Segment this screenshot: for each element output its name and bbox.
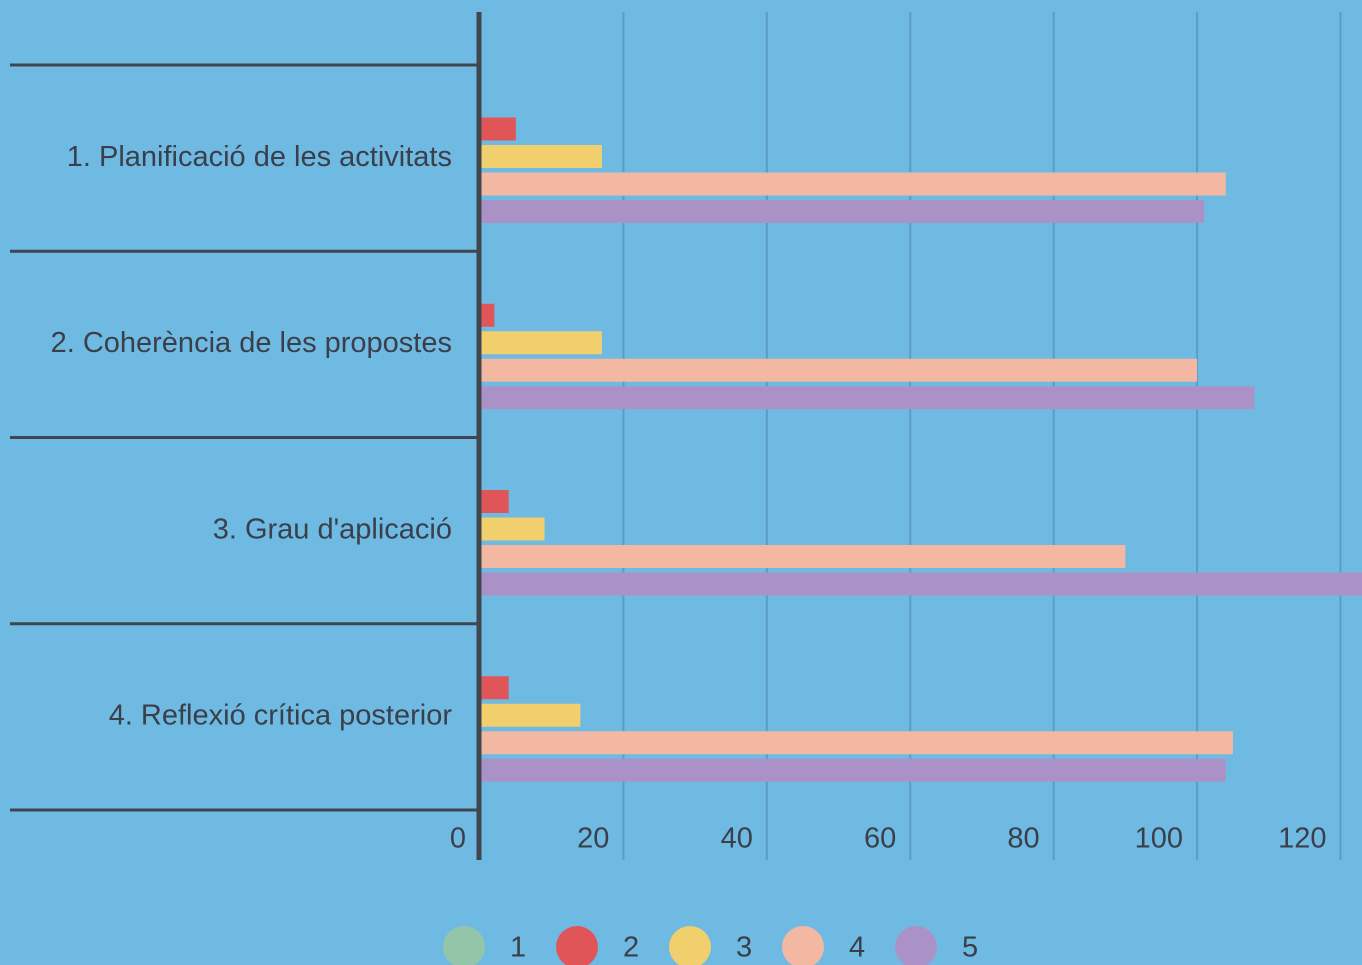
bar	[480, 200, 1205, 223]
legend-label: 2	[623, 932, 639, 964]
y-tick-label: 2. Coherència de les propostes	[51, 327, 452, 359]
x-tick-label: 80	[1007, 823, 1039, 855]
bar	[480, 331, 602, 355]
legend-swatch	[443, 926, 485, 965]
legend-label: 3	[736, 932, 752, 964]
x-tick-label: 100	[1135, 823, 1183, 855]
bar	[480, 676, 509, 700]
legend-swatch	[782, 926, 824, 965]
bar	[480, 386, 1255, 410]
bar	[480, 172, 1226, 196]
bars	[480, 117, 1362, 782]
x-tick-label: 20	[577, 823, 609, 855]
bar	[480, 117, 516, 141]
x-tick-label: 40	[721, 823, 753, 855]
legend-label: 1	[510, 932, 526, 964]
bar	[480, 703, 581, 727]
x-tick-label: 0	[450, 823, 466, 855]
x-tick-label: 120	[1278, 823, 1326, 855]
bar	[480, 731, 1233, 755]
x-tick-label: 60	[864, 823, 896, 855]
bar	[480, 572, 1362, 596]
y-tick-label: 4. Reflexió crítica posterior	[109, 700, 453, 732]
bar	[480, 517, 545, 541]
legend-swatch	[669, 926, 711, 965]
bar	[480, 303, 495, 327]
bar	[480, 358, 1198, 382]
legend-label: 4	[849, 932, 865, 964]
bar	[480, 758, 1226, 782]
legend-swatch	[556, 926, 598, 965]
y-tick-label: 3. Grau d'aplicació	[213, 513, 452, 545]
bar	[480, 490, 509, 513]
bar	[480, 545, 1126, 568]
legend-label: 5	[962, 932, 978, 964]
bar	[480, 145, 602, 168]
y-tick-label: 1. Planificació de les activitats	[67, 141, 452, 173]
legend-swatch	[895, 926, 937, 965]
